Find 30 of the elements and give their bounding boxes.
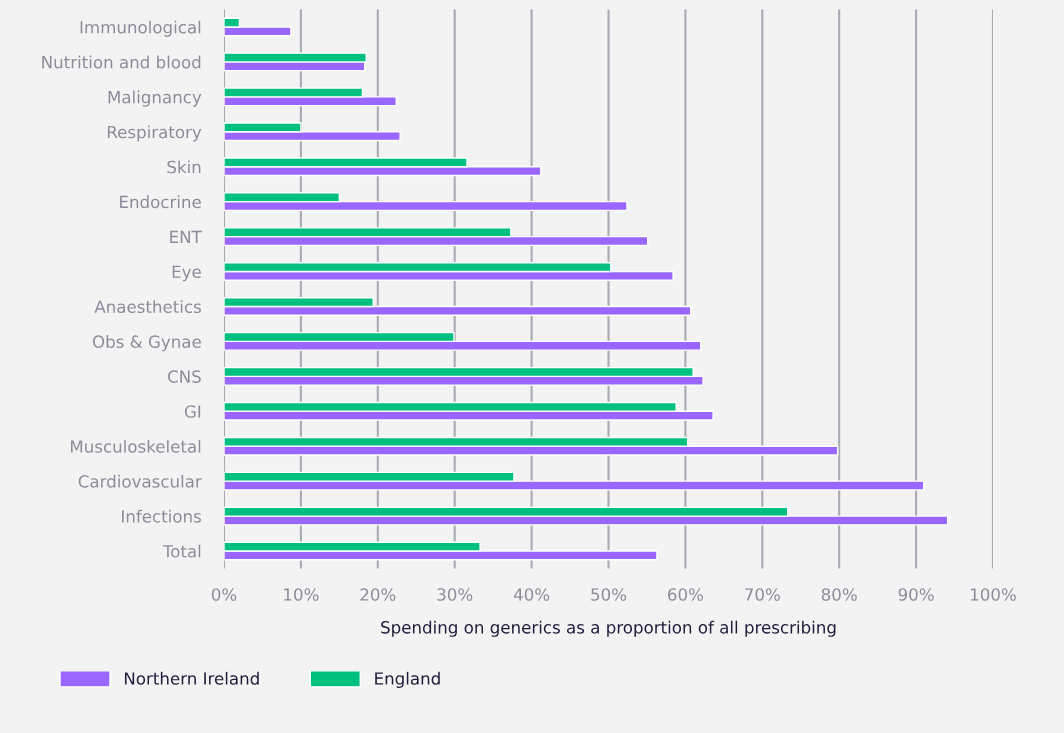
y-tick-label: CNS: [168, 370, 201, 383]
y-tick-label: Eye: [172, 265, 201, 282]
y-tick-label: Obs & Gynae: [92, 335, 201, 352]
x-tick-label: 10%: [284, 588, 319, 601]
x-tick-label: 80%: [821, 588, 857, 601]
y-tick-label: Total: [162, 544, 201, 558]
y-tick-label: Musculoskeletal: [70, 439, 201, 453]
y-tick-label: Nutrition and blood: [42, 55, 201, 69]
y-tick-label: Skin: [167, 160, 201, 174]
legend-label: England: [375, 671, 440, 688]
x-tick-label: 20%: [360, 588, 396, 601]
y-tick-label: Malignancy: [108, 90, 202, 107]
y-tick-label: Respiratory: [107, 125, 202, 142]
x-tick-label: 50%: [591, 588, 627, 601]
x-tick-label: 0%: [211, 588, 237, 601]
x-tick-label: 60%: [668, 588, 703, 601]
x-axis-title: Spending on generics as a proportion of all prescribing: [381, 620, 836, 637]
y-tick-label: Anaesthetics: [94, 300, 201, 314]
x-tick-label: 70%: [745, 588, 780, 601]
y-tick-label: Infections: [122, 509, 201, 523]
x-tick-label: 100%: [971, 588, 1016, 601]
y-tick-label: Endocrine: [120, 195, 201, 209]
y-tick-label: GI: [184, 405, 201, 418]
y-tick-label: Cardiovascular: [78, 474, 202, 488]
legend-label: Northern Ireland: [124, 671, 259, 685]
x-tick-label: 40%: [513, 588, 550, 601]
x-tick-label: 30%: [437, 588, 473, 601]
y-tick-label: Immunological: [80, 20, 201, 37]
y-tick-label: ENT: [170, 230, 202, 243]
x-tick-label: 90%: [898, 588, 934, 601]
